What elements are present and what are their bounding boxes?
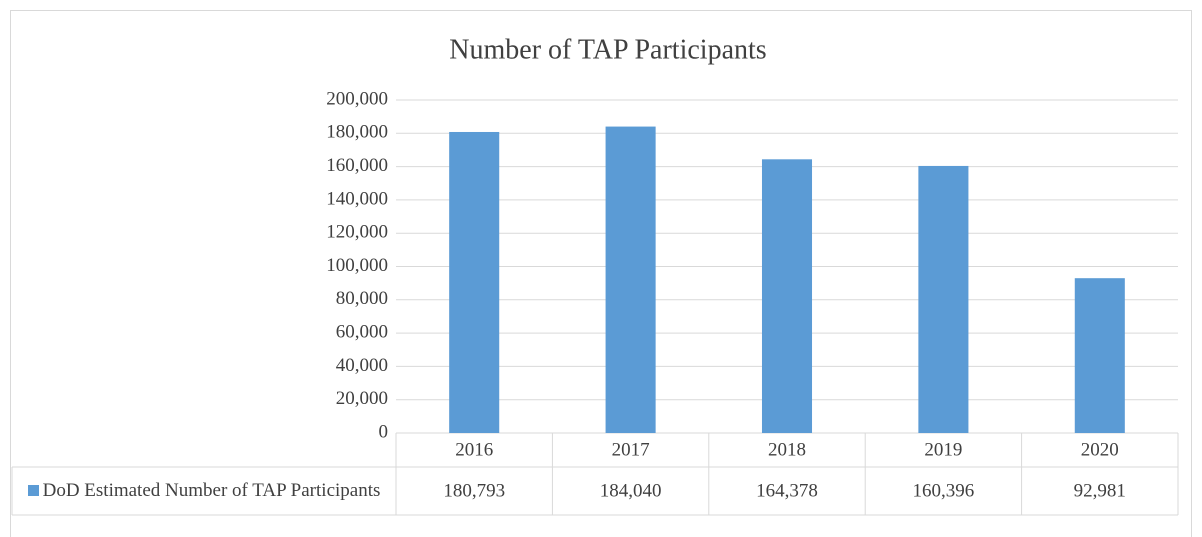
chart-border (10, 10, 1192, 537)
y-tick-label: 20,000 (336, 388, 388, 409)
data-label: 180,793 (443, 480, 505, 501)
legend: DoD Estimated Number of TAP Participants (12, 467, 396, 515)
y-tick-label: 0 (379, 421, 389, 442)
x-tick-label: 2020 (1081, 439, 1119, 460)
bar (761, 159, 813, 434)
x-tick-label: 2018 (768, 439, 806, 460)
bar (918, 165, 969, 433)
y-tick-label: 80,000 (336, 288, 388, 309)
y-tick-label: 200,000 (326, 88, 388, 109)
x-tick-label: 2016 (455, 439, 493, 460)
y-tick-label: 160,000 (326, 155, 388, 176)
y-tick-label: 60,000 (336, 321, 388, 342)
y-tick-label: 40,000 (336, 355, 388, 376)
x-tick-label: 2019 (924, 439, 962, 460)
y-tick-label: 120,000 (326, 222, 388, 243)
legend-label: DoD Estimated Number of TAP Participants (42, 480, 381, 501)
legend-swatch (27, 485, 39, 496)
y-tick-label: 140,000 (326, 188, 388, 209)
chart-title: Number of TAP Participants (449, 34, 766, 65)
bar (605, 126, 656, 434)
legend-text: DoD Estimated Number of TAP Participants (27, 480, 381, 502)
data-label: 160,396 (913, 480, 975, 501)
y-tick-label: 180,000 (326, 122, 388, 143)
data-label: 164,378 (756, 480, 818, 501)
data-label: 92,981 (1074, 480, 1126, 501)
legend-entry: DoD Estimated Number of TAP Participants (12, 467, 396, 515)
bar (449, 131, 500, 433)
data-label: 184,040 (600, 480, 662, 501)
x-tick-label: 2017 (612, 439, 650, 460)
bar (1074, 278, 1125, 433)
y-tick-label: 100,000 (326, 255, 388, 276)
